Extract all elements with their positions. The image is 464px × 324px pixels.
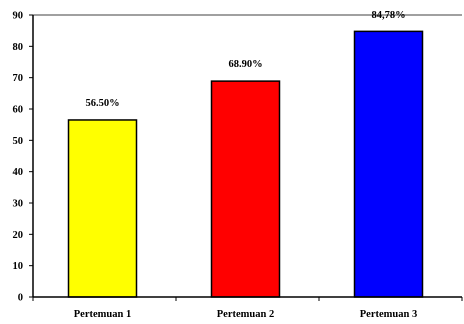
bar-data-label: 68.90% bbox=[228, 59, 262, 70]
axes-group bbox=[32, 15, 462, 298]
bars-group bbox=[67, 30, 424, 298]
bar-data-label: 56.50% bbox=[85, 98, 119, 109]
x-category-label: Pertemuan 3 bbox=[360, 309, 417, 320]
y-tick-label: 30 bbox=[13, 199, 24, 210]
y-tick-label: 10 bbox=[13, 261, 24, 272]
x-ticks-group: Pertemuan 1 Pertemuan 2 Pertemuan 3 bbox=[32, 297, 463, 320]
bar-3 bbox=[353, 30, 424, 298]
y-tick-label: 50 bbox=[13, 136, 24, 147]
bar-data-label: 84,78% bbox=[371, 10, 405, 21]
bar-2 bbox=[210, 80, 281, 298]
y-ticks-group: 0 10 20 30 40 50 60 70 80 90 bbox=[13, 11, 33, 304]
y-tick-label: 80 bbox=[13, 42, 24, 53]
y-tick-label: 20 bbox=[13, 230, 24, 241]
y-tick-label: 60 bbox=[13, 105, 24, 116]
data-labels-group: 56.50% 68.90% 84,78% bbox=[85, 10, 405, 109]
x-category-label: Pertemuan 1 bbox=[74, 309, 131, 320]
bar-1 bbox=[67, 119, 138, 298]
y-tick-label: 40 bbox=[13, 167, 24, 178]
y-tick-label: 90 bbox=[13, 11, 24, 22]
y-tick-label: 0 bbox=[18, 293, 23, 304]
y-tick-label: 70 bbox=[13, 73, 24, 84]
x-category-label: Pertemuan 2 bbox=[217, 309, 274, 320]
